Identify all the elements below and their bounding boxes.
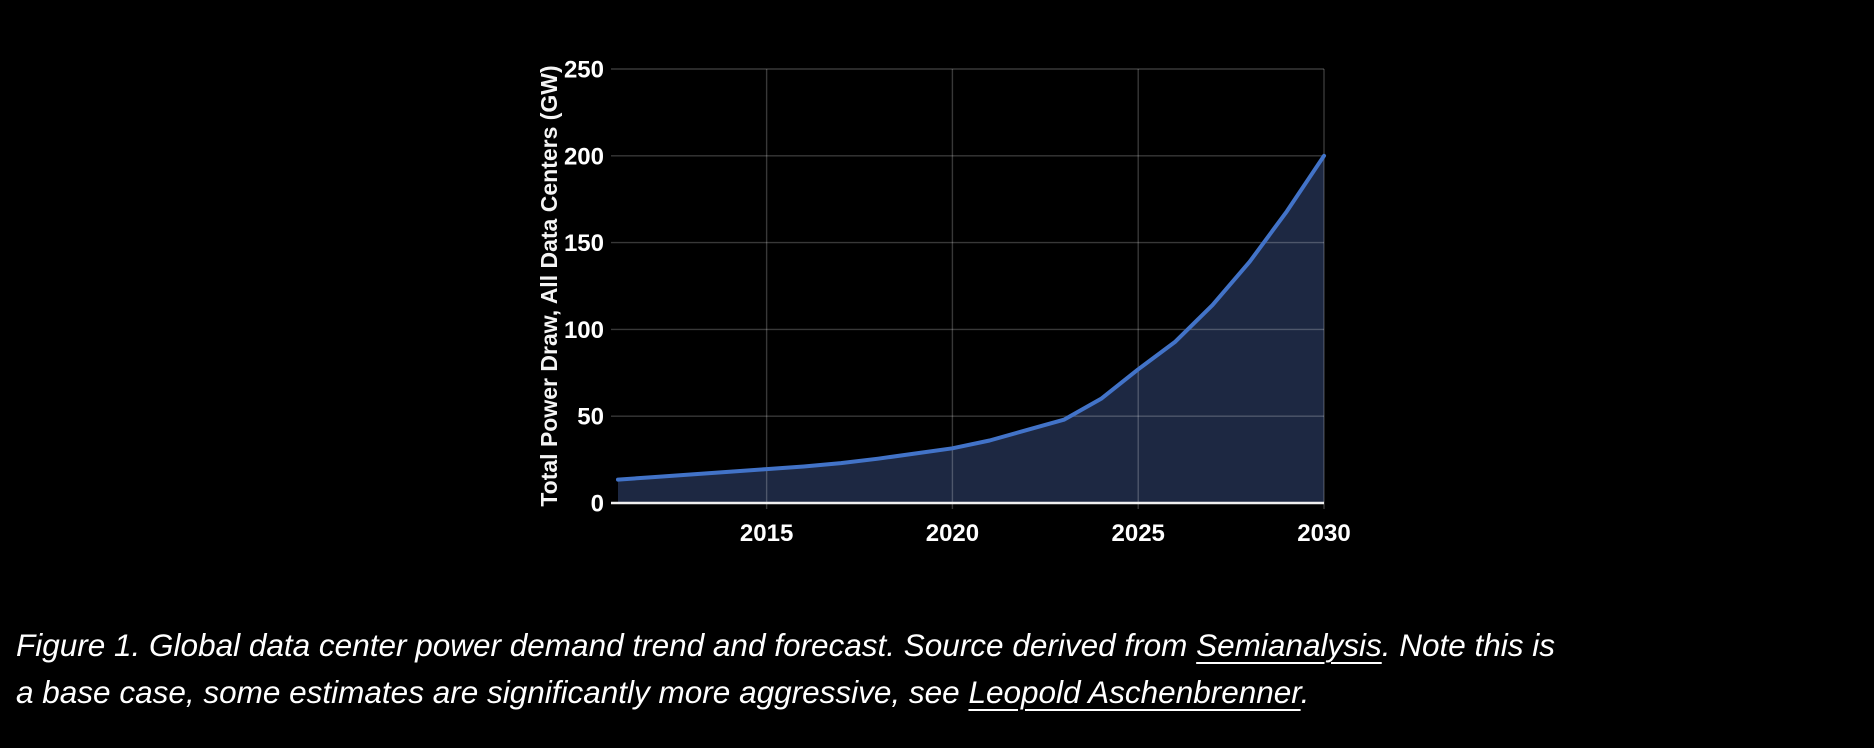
x-tick-label: 2030	[1297, 520, 1350, 547]
y-tick-label: 150	[564, 230, 604, 257]
caption-line: Figure 1. Global data center power deman…	[16, 622, 1868, 669]
x-tick-label: 2015	[740, 520, 793, 547]
caption-text: Figure 1. Global data center power deman…	[16, 627, 1197, 663]
y-tick-label: 100	[564, 317, 604, 344]
figure-caption: Figure 1. Global data center power deman…	[16, 622, 1868, 716]
y-tick-label: 0	[591, 491, 604, 518]
caption-text: .	[1300, 674, 1310, 710]
x-tick-label: 2025	[1112, 520, 1165, 547]
y-tick-label: 250	[564, 57, 604, 84]
caption-text: . Note this is	[1381, 627, 1556, 663]
y-tick-label: 50	[577, 404, 604, 431]
trend-line	[616, 153, 1326, 482]
semianalysis-link[interactable]: Semianalysis	[1196, 627, 1382, 663]
y-tick-label: 200	[564, 143, 604, 170]
power-demand-chart: 0 50 100 150 200 250 2015 2020 2025 2030 Total Po…	[536, 57, 1351, 548]
caption-text: a base case, some estimates are signific…	[16, 674, 969, 710]
area-fill	[618, 155, 1324, 504]
y-axis-title: Total Power Draw, All Data Centers (GW)	[536, 65, 562, 506]
leopold-aschenbrenner-link[interactable]: Leopold Aschenbrenner	[968, 674, 1301, 710]
caption-line: a base case, some estimates are signific…	[16, 669, 1868, 716]
x-tick-label: 2020	[926, 520, 979, 547]
